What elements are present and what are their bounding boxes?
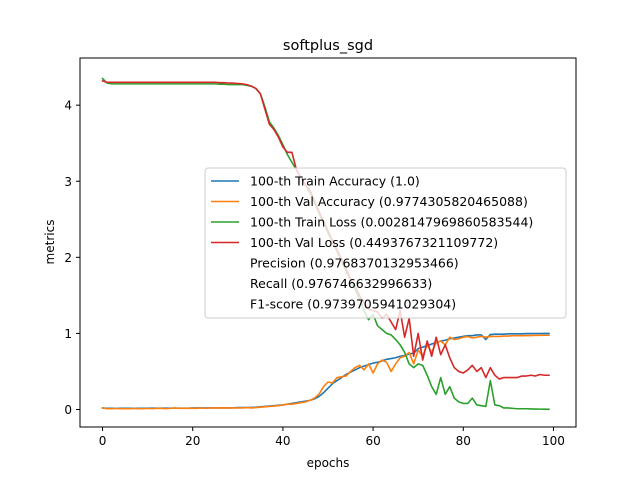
legend-entry-4: Precision (0.9768370132953466) [250, 256, 459, 271]
x-tick-label: 40 [275, 434, 290, 448]
x-tick-label: 100 [542, 434, 565, 448]
chart-title: softplus_sgd [283, 38, 373, 54]
legend: 100-th Train Accuracy (1.0) 100-th Val Ac… [204, 167, 567, 319]
legend-entry-3: 100-th Val Loss (0.4493767321109772) [250, 235, 498, 250]
legend-entry-1: 100-th Val Accuracy (0.9774305820465088) [250, 194, 528, 209]
y-tick-label: 3 [64, 175, 72, 189]
y-axis-label: metrics [43, 220, 57, 265]
y-tick-label: 0 [64, 403, 72, 417]
x-tick-label: 80 [456, 434, 471, 448]
y-tick-label: 1 [64, 327, 72, 341]
series-line-1 [101, 334, 550, 410]
x-tick-label: 20 [185, 434, 200, 448]
y-axis: 0 1 2 3 4 [64, 99, 80, 417]
legend-entry-2: 100-th Train Loss (0.0028147969860583544… [250, 215, 533, 230]
x-axis-label: epochs [307, 456, 350, 470]
legend-box [204, 167, 567, 319]
legend-entry-5: Recall (0.976746632996633) [250, 276, 432, 291]
x-tick-label: 60 [365, 434, 380, 448]
y-tick-label: 4 [64, 99, 72, 113]
x-axis: 0 20 40 60 80 100 [99, 427, 565, 448]
x-tick-label: 0 [99, 434, 107, 448]
plot-frame [79, 57, 577, 428]
y-tick-label: 2 [64, 251, 72, 265]
legend-entry-6: F1-score (0.9739705941029304) [250, 297, 456, 312]
legend-entry-0: 100-th Train Accuracy (1.0) [250, 174, 420, 189]
